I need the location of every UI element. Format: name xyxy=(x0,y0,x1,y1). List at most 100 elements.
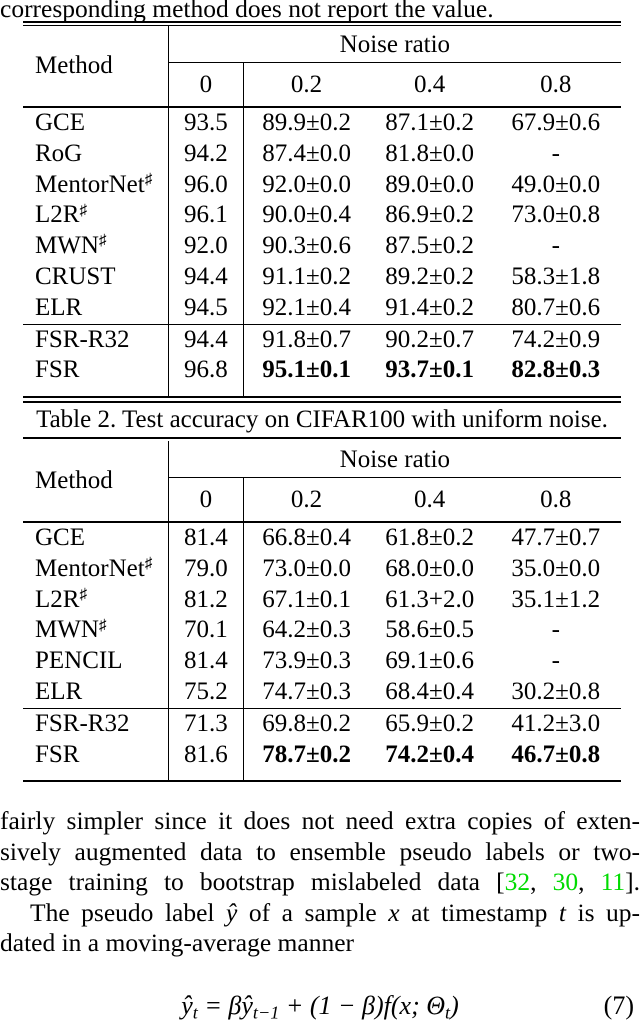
text-segment: fairly simpler since it does not need ex… xyxy=(0,806,640,835)
value-cell: 58.3±1.8 xyxy=(511,262,601,290)
method-name: L2R♯ xyxy=(35,201,88,229)
text-segment: x xyxy=(388,897,400,927)
text-segment: at timestamp xyxy=(399,897,559,927)
value-cell: 87.4±0.0 xyxy=(243,138,369,170)
equation: ŷt = βŷt−1 + (1 − β)f(x; Θt) (7) xyxy=(0,991,640,1024)
value-cell: 69.1±0.6 xyxy=(385,647,475,675)
table-row: PENCIL 81.4 73.9±0.3 69.1±0.6 - xyxy=(23,646,621,677)
value-cell: 64.2±0.3 xyxy=(243,615,369,647)
value-cell: 93.5 xyxy=(167,108,244,139)
table-top-rule xyxy=(23,21,621,26)
table-row: MentorNet♯ 96.0 92.0±0.0 89.0±0.0 49.0±0.0 xyxy=(23,169,621,201)
paragraph-line: dated in a moving-average manner xyxy=(0,928,640,959)
value-cell: - xyxy=(551,232,560,260)
value-cell: 74.2±0.9 xyxy=(511,325,601,353)
method-name: L2R♯ xyxy=(35,585,88,613)
value-cell: 91.4±0.2 xyxy=(385,293,475,321)
value-cell: 46.7±0.8 xyxy=(511,740,601,768)
method-name: MWN♯ xyxy=(35,232,107,260)
value-cell: 87.1±0.2 xyxy=(385,109,475,136)
table-row: L2R♯ 96.1 90.0±0.4 86.9±0.2 73.0±0.8 xyxy=(23,200,621,232)
value-cell: 67.9±0.6 xyxy=(511,109,601,136)
value-cell: 90.2±0.7 xyxy=(385,325,475,353)
value-cell: 61.3+2.0 xyxy=(385,585,475,613)
value-cell: 68.4±0.4 xyxy=(385,677,475,705)
value-cell: 35.0±0.0 xyxy=(511,554,601,582)
table-row: CRUST 94.4 91.1±0.2 89.2±0.2 58.3±1.8 xyxy=(23,261,621,293)
value-cell: 90.0±0.4 xyxy=(243,200,369,232)
value-cell: 89.2±0.2 xyxy=(385,262,475,290)
method-name: ELR xyxy=(35,293,83,321)
table-row: GCE 81.4 66.8±0.4 61.8±0.2 47.7±0.7 xyxy=(23,523,621,554)
text-segment: , xyxy=(578,867,601,897)
text-segment: ) xyxy=(450,991,459,1020)
fsr-separator-rule xyxy=(23,707,621,709)
col-header-0: 0 xyxy=(167,63,244,106)
value-cell: 74.2±0.4 xyxy=(385,740,475,768)
sharp-superscript: ♯ xyxy=(79,201,88,219)
rule-spacer xyxy=(23,386,621,397)
value-cell: 81.4 xyxy=(167,523,244,554)
value-cell: - xyxy=(551,647,560,675)
method-name: FSR xyxy=(35,356,80,384)
value-cell: 69.8±0.2 xyxy=(243,708,369,740)
value-cell: 94.5 xyxy=(167,292,244,324)
value-cell: 30.2±0.8 xyxy=(511,677,601,705)
sharp-superscript: ♯ xyxy=(98,232,107,250)
method-column-header: Method xyxy=(35,467,113,494)
value-cell: 92.1±0.4 xyxy=(243,292,369,324)
table-row: FSR 81.6 78.7±0.2 74.2±0.4 46.7±0.8 xyxy=(23,739,621,771)
citation-link[interactable]: 32 xyxy=(504,867,531,897)
value-cell: 91.8±0.7 xyxy=(243,324,369,356)
value-cell: 73.0±0.8 xyxy=(511,201,601,229)
value-cell: 91.1±0.2 xyxy=(243,261,369,293)
text-segment: The pseudo label xyxy=(30,897,227,927)
value-cell: 80.7±0.6 xyxy=(511,293,601,321)
value-cell: 96.8 xyxy=(167,355,244,387)
text-segment: t xyxy=(558,897,566,927)
col-header-0.2: 0.2 xyxy=(243,478,369,521)
sharp-superscript: ♯ xyxy=(98,616,107,634)
text-segment: t−1 xyxy=(252,1002,280,1023)
citation-link[interactable]: 11 xyxy=(600,867,626,897)
table-row: ELR 94.5 92.1±0.4 91.4±0.2 80.7±0.6 xyxy=(23,292,621,324)
table-row: MWN♯ 70.1 64.2±0.3 58.6±0.5 - xyxy=(23,615,621,647)
paragraph-line: sively augmented data to ensemble pseudo… xyxy=(0,837,640,868)
table-header: Method Noise ratio 0 0.2 0.4 0.8 xyxy=(23,26,621,106)
table-row: FSR-R32 94.4 91.8±0.7 90.2±0.7 74.2±0.9 xyxy=(23,324,621,356)
value-cell: 68.0±0.0 xyxy=(385,554,475,582)
equation-number: (7) xyxy=(603,991,634,1020)
table-row: MentorNet♯ 79.0 73.0±0.0 68.0±0.0 35.0±0.0 xyxy=(23,553,621,585)
text-segment: is up- xyxy=(565,897,640,927)
value-cell: 75.2 xyxy=(167,676,244,708)
fsr-separator-rule xyxy=(23,323,621,325)
sharp-superscript: ♯ xyxy=(79,585,88,603)
value-cell: 93.7±0.1 xyxy=(385,356,475,384)
citation-link[interactable]: 30 xyxy=(552,867,579,897)
table-row: MWN♯ 92.0 90.3±0.6 87.5±0.2 - xyxy=(23,231,621,262)
text-segment: ŷ xyxy=(181,991,193,1020)
method-name: MentorNet♯ xyxy=(35,554,153,582)
paragraph-line: The pseudo label ŷ of a sample x at time… xyxy=(0,898,640,929)
text-segment: ]. xyxy=(625,867,640,897)
method-name: CRUST xyxy=(35,262,116,290)
method-column-header: Method xyxy=(35,52,113,79)
value-cell: 70.1 xyxy=(167,615,244,647)
method-name: GCE xyxy=(35,524,85,551)
value-cell: 49.0±0.0 xyxy=(511,170,601,198)
method-name: ELR xyxy=(35,677,83,705)
value-cell: 96.0 xyxy=(167,169,244,201)
value-cell: - xyxy=(551,616,560,644)
value-cell: 58.6±0.5 xyxy=(385,616,475,644)
value-cell: 86.9±0.2 xyxy=(385,201,475,229)
col-header-0.4: 0.4 xyxy=(414,486,446,513)
table-cifar100: Method Noise ratio 0 0.2 0.4 0.8 GCE 81.4… xyxy=(23,441,621,783)
value-cell: 78.7±0.2 xyxy=(243,739,369,771)
body-paragraph: fairly simpler since it does not need ex… xyxy=(0,806,640,959)
table-row: L2R♯ 81.2 67.1±0.1 61.3+2.0 35.1±1.2 xyxy=(23,584,621,616)
value-cell: 47.7±0.7 xyxy=(511,524,601,551)
value-cell: 71.3 xyxy=(167,708,244,740)
value-cell: 87.5±0.2 xyxy=(385,232,475,260)
sharp-superscript: ♯ xyxy=(144,555,153,573)
value-cell: 81.6 xyxy=(167,739,244,771)
